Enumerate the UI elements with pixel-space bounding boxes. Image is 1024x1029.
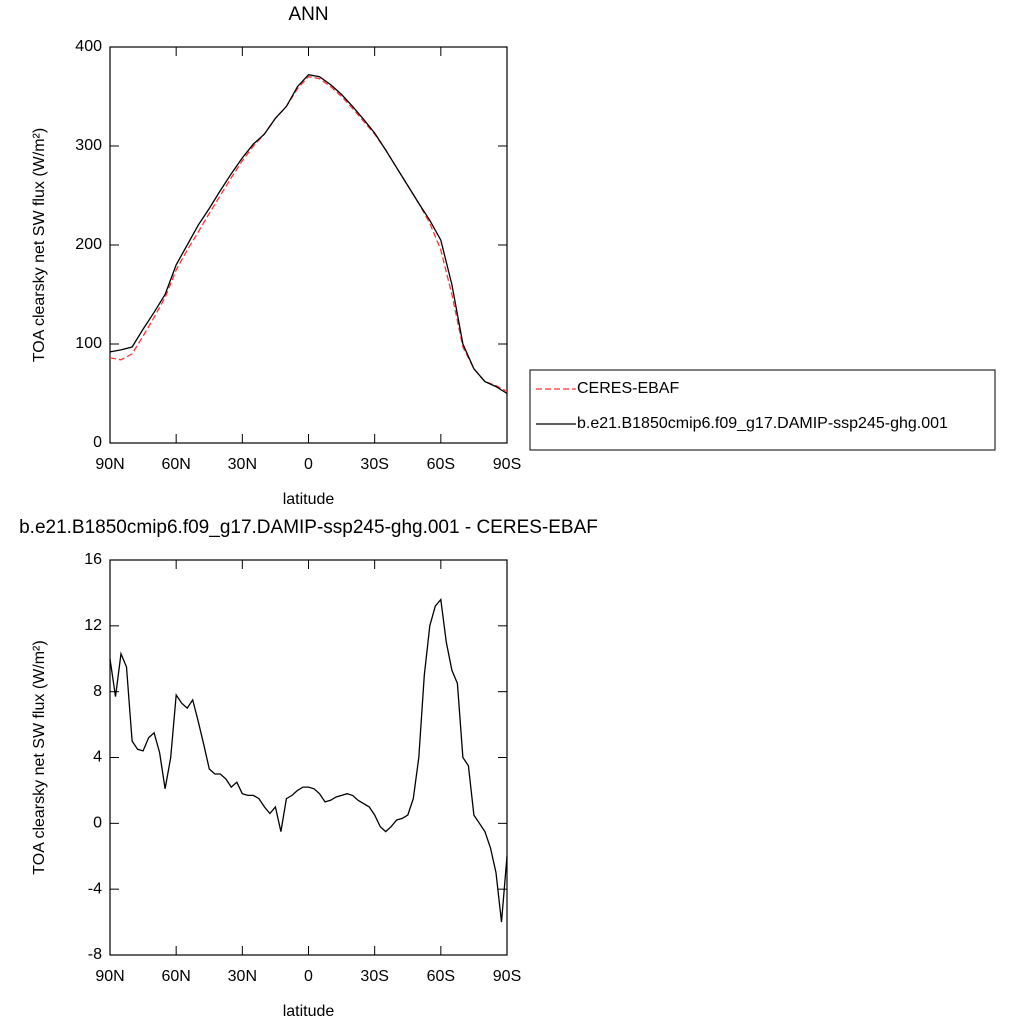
x-tick-label: 90N [95,968,124,985]
x-tick-label: 30S [360,456,388,473]
x-tick-label: 60N [161,968,190,985]
x-tick-label: 30N [228,968,257,985]
y-tick-label: 16 [84,551,102,568]
y-tick-label: 0 [93,815,102,832]
x-tick-label: 90S [493,456,521,473]
chart-title: ANN [288,4,328,25]
y-tick-label: -8 [88,946,102,963]
x-tick-label: 0 [304,968,313,985]
x-tick-label: 60S [427,456,455,473]
x-axis-label: latitude [283,491,335,508]
y-tick-label: -4 [88,880,102,897]
y-tick-label: 12 [84,617,102,634]
legend-label: b.e21.B1850cmip6.f09_g17.DAMIP-ssp245-gh… [577,415,948,432]
x-tick-label: 60S [427,968,455,985]
y-tick-label: 100 [75,335,102,352]
x-axis-label: latitude [283,1003,335,1020]
plot-frame [109,559,508,956]
y-tick-label: 4 [93,749,102,766]
x-tick-label: 30N [228,456,257,473]
series-line [109,597,508,923]
y-axis-label: TOA clearsky net SW flux (W/m²) [31,640,48,874]
x-tick-label: 90S [493,968,521,985]
legend-box [529,369,996,451]
y-tick-label: 8 [93,683,102,700]
series-line [109,73,508,395]
chart-title: b.e21.B1850cmip6.f09_g17.DAMIP-ssp245-gh… [19,517,598,538]
plot-frame [109,46,508,444]
x-tick-label: 90N [95,456,124,473]
y-tick-label: 400 [75,38,102,55]
series-line [109,75,508,393]
legend-label: CERES-EBAF [577,380,679,397]
y-tick-label: 0 [93,434,102,451]
x-tick-label: 30S [360,968,388,985]
y-axis-label: TOA clearsky net SW flux (W/m²) [31,128,48,362]
y-tick-label: 300 [75,137,102,154]
y-tick-label: 200 [75,236,102,253]
x-tick-label: 60N [161,456,190,473]
x-tick-label: 0 [304,456,313,473]
